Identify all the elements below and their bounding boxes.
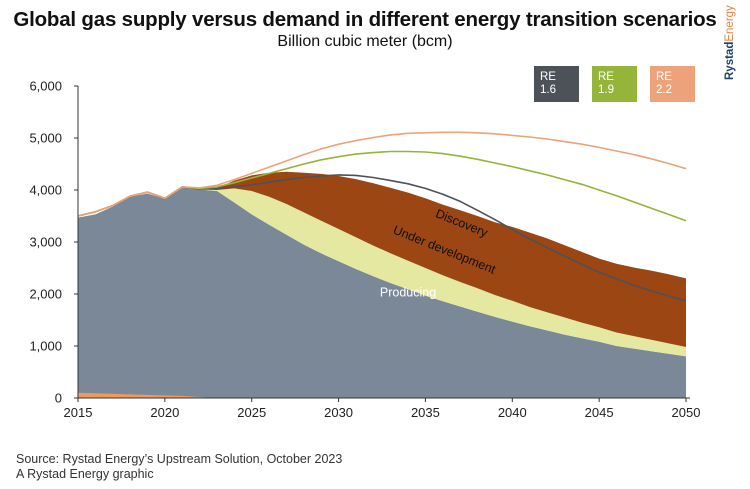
y-tick-label: 2,000 <box>29 287 62 302</box>
legend-label-re22-line1: RE <box>656 71 672 83</box>
x-tick-label: 2025 <box>237 405 266 420</box>
y-tick-label: 0 <box>55 391 62 406</box>
legend-label-re19-line1: RE <box>598 71 614 83</box>
area-discovery <box>78 171 686 347</box>
x-tick-label: 2020 <box>150 405 179 420</box>
legend-label-re16-line2: 1.6 <box>540 84 556 96</box>
line-re-2-2 <box>77 131 687 217</box>
x-tick-label: 2035 <box>411 405 440 420</box>
x-tick-label: 2040 <box>498 405 527 420</box>
x-tick-label: 2045 <box>585 405 614 420</box>
credit-note: A Rystad Energy graphic <box>16 467 154 481</box>
legend-item-re22: RE 2.2 <box>650 66 695 102</box>
chart-subtitle: Billion cubic meter (bcm) <box>277 33 453 50</box>
legend-label-re19-line2: 1.9 <box>598 84 614 96</box>
x-tick-label: 2015 <box>64 405 93 420</box>
legend-item-re19: RE 1.9 <box>592 66 637 102</box>
legend-label-re22-line2: 2.2 <box>656 84 672 96</box>
y-tick-label: 6,000 <box>29 79 62 94</box>
y-tick-label: 1,000 <box>29 339 62 354</box>
legend-label-re16-line1: RE <box>540 71 556 83</box>
x-tick-label: 2050 <box>672 405 701 420</box>
chart-title: Global gas supply versus demand in diffe… <box>13 8 717 31</box>
area-other-supply <box>78 392 217 398</box>
legend-item-re16: RE 1.6 <box>534 66 579 102</box>
y-tick-label: 4,000 <box>29 183 62 198</box>
annotation-producing: Producing <box>380 286 436 300</box>
y-tick-label: 5,000 <box>29 131 62 146</box>
area-producing <box>78 186 686 398</box>
x-tick-label: 2030 <box>324 405 353 420</box>
y-tick-label: 3,000 <box>29 235 62 250</box>
source-note: Source: Rystad Energy’s Upstream Solutio… <box>16 452 343 466</box>
area-under-development <box>78 186 686 357</box>
